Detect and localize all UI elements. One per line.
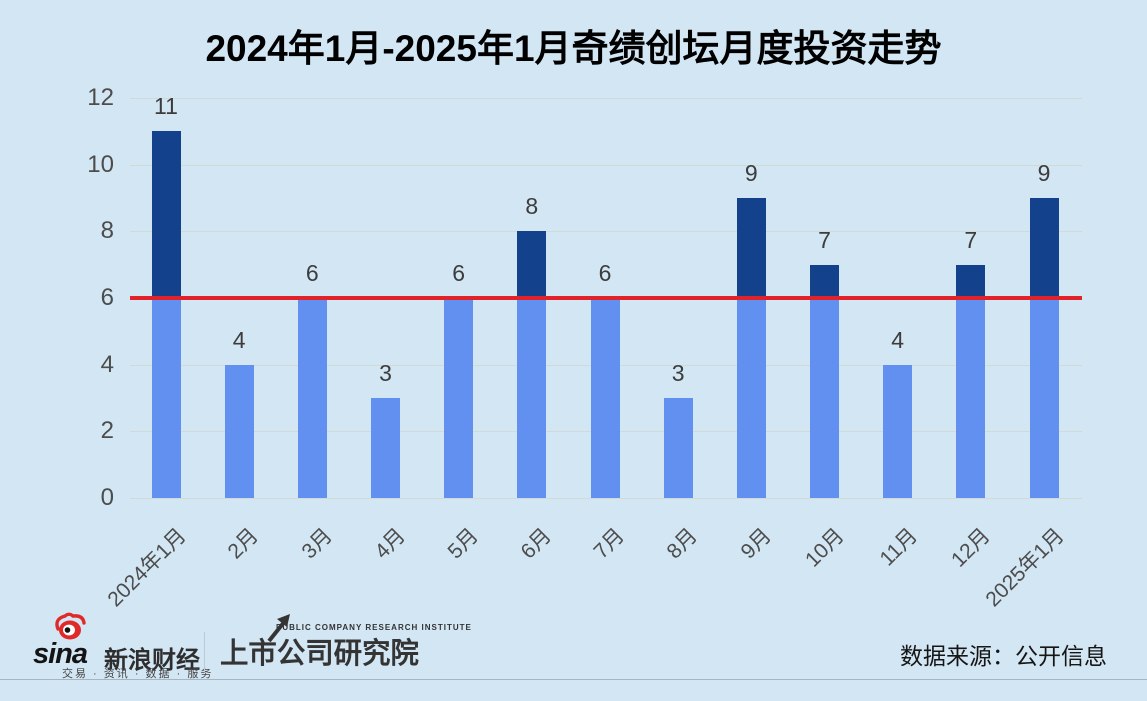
bar-below-threshold <box>1029 298 1059 498</box>
pcri-subtitle: PUBLIC COMPANY RESEARCH INSTITUTE <box>276 623 472 632</box>
bar-above-threshold <box>736 198 766 298</box>
gridline <box>130 98 1082 99</box>
bar-above-threshold <box>956 264 986 298</box>
x-axis-tick-label: 6月 <box>516 524 557 564</box>
logo-separator <box>204 632 205 672</box>
x-axis-tick-label: 7月 <box>589 524 630 564</box>
bar-value-label: 4 <box>891 326 905 353</box>
bar-value-label: 7 <box>818 226 831 253</box>
y-axis-tick-label: 10 <box>87 150 114 178</box>
y-axis-tick-label: 8 <box>100 217 114 245</box>
sina-tagline: 交易 · 资讯 · 数据 · 服务 <box>62 668 214 680</box>
x-axis-tick-label: 2025年1月 <box>981 524 1069 612</box>
x-axis-tick-label: 8月 <box>663 524 703 564</box>
y-axis-tick-label: 6 <box>100 284 114 311</box>
bar-value-label: 6 <box>598 260 612 286</box>
y-axis-tick-label: 2 <box>100 417 114 445</box>
bar-below-threshold <box>371 398 400 498</box>
y-axis-tick-label: 4 <box>100 350 114 378</box>
bar-value-label: 3 <box>379 360 392 386</box>
bar-value-label: 11 <box>154 93 178 120</box>
sina-finance-logo: sina 新浪财经 交易 · 资讯 · 数据 · 服务 <box>33 612 211 680</box>
bar-above-threshold <box>151 131 181 298</box>
chart-title: 2024年1月-2025年1月奇绩创坛月度投资走势 <box>205 28 942 69</box>
data-source-label: 数据来源：公开信息 <box>900 643 1107 669</box>
bar-below-threshold <box>810 298 839 498</box>
bar-below-threshold <box>736 298 766 498</box>
bar-below-threshold <box>956 298 986 498</box>
sina-finance-name: 新浪财经 <box>104 647 200 674</box>
y-axis-tick-label: 0 <box>100 484 114 511</box>
x-axis-tick-label: 5月 <box>443 524 483 564</box>
pcri-name: 上市公司研究院 <box>220 638 419 670</box>
x-axis-tick-label: 12月 <box>947 524 996 572</box>
x-axis-tick-label: 3月 <box>297 524 337 564</box>
gridline <box>130 164 1082 166</box>
gridline <box>130 231 1082 233</box>
sina-eye-icon <box>55 612 86 640</box>
footer-divider-line <box>0 679 1147 680</box>
x-axis-tick-label: 2024年1月 <box>103 524 191 612</box>
bar-below-threshold <box>590 298 620 498</box>
reference-line <box>130 296 1082 300</box>
bar-below-threshold <box>883 364 913 498</box>
x-axis-tick-label: 2月 <box>224 524 264 564</box>
bar-below-threshold <box>444 298 474 498</box>
bar-value-label: 4 <box>232 326 246 353</box>
x-axis-tick-label: 4月 <box>370 524 410 564</box>
bar-value-label: 9 <box>1037 160 1051 186</box>
x-axis-tick-label: 10月 <box>801 524 849 572</box>
sina-wordmark: sina <box>33 638 88 670</box>
pcri-logo: PUBLIC COMPANY RESEARCH INSTITUTE 上市公司研究… <box>220 614 471 676</box>
bar-value-label: 9 <box>744 160 758 186</box>
growth-arrow-icon <box>267 614 290 643</box>
bar-value-label: 8 <box>525 193 539 220</box>
bar-value-label: 7 <box>964 226 978 253</box>
bar-below-threshold <box>297 298 327 498</box>
bar-below-threshold <box>517 298 547 498</box>
bar-below-threshold <box>663 398 693 498</box>
bar-below-threshold <box>224 364 254 498</box>
bar-above-threshold <box>1029 198 1059 298</box>
x-axis-tick-label: 9月 <box>736 524 776 564</box>
bar-value-label: 6 <box>452 260 466 286</box>
bar-above-threshold <box>517 231 547 298</box>
bar-below-threshold <box>151 298 181 498</box>
y-axis-tick-label: 12 <box>87 84 114 111</box>
gridline <box>130 498 1082 499</box>
x-axis-tick-label: 11月 <box>875 524 922 571</box>
bar-value-label: 3 <box>671 360 685 386</box>
bar-value-label: 6 <box>305 260 319 286</box>
bar-above-threshold <box>810 264 839 298</box>
